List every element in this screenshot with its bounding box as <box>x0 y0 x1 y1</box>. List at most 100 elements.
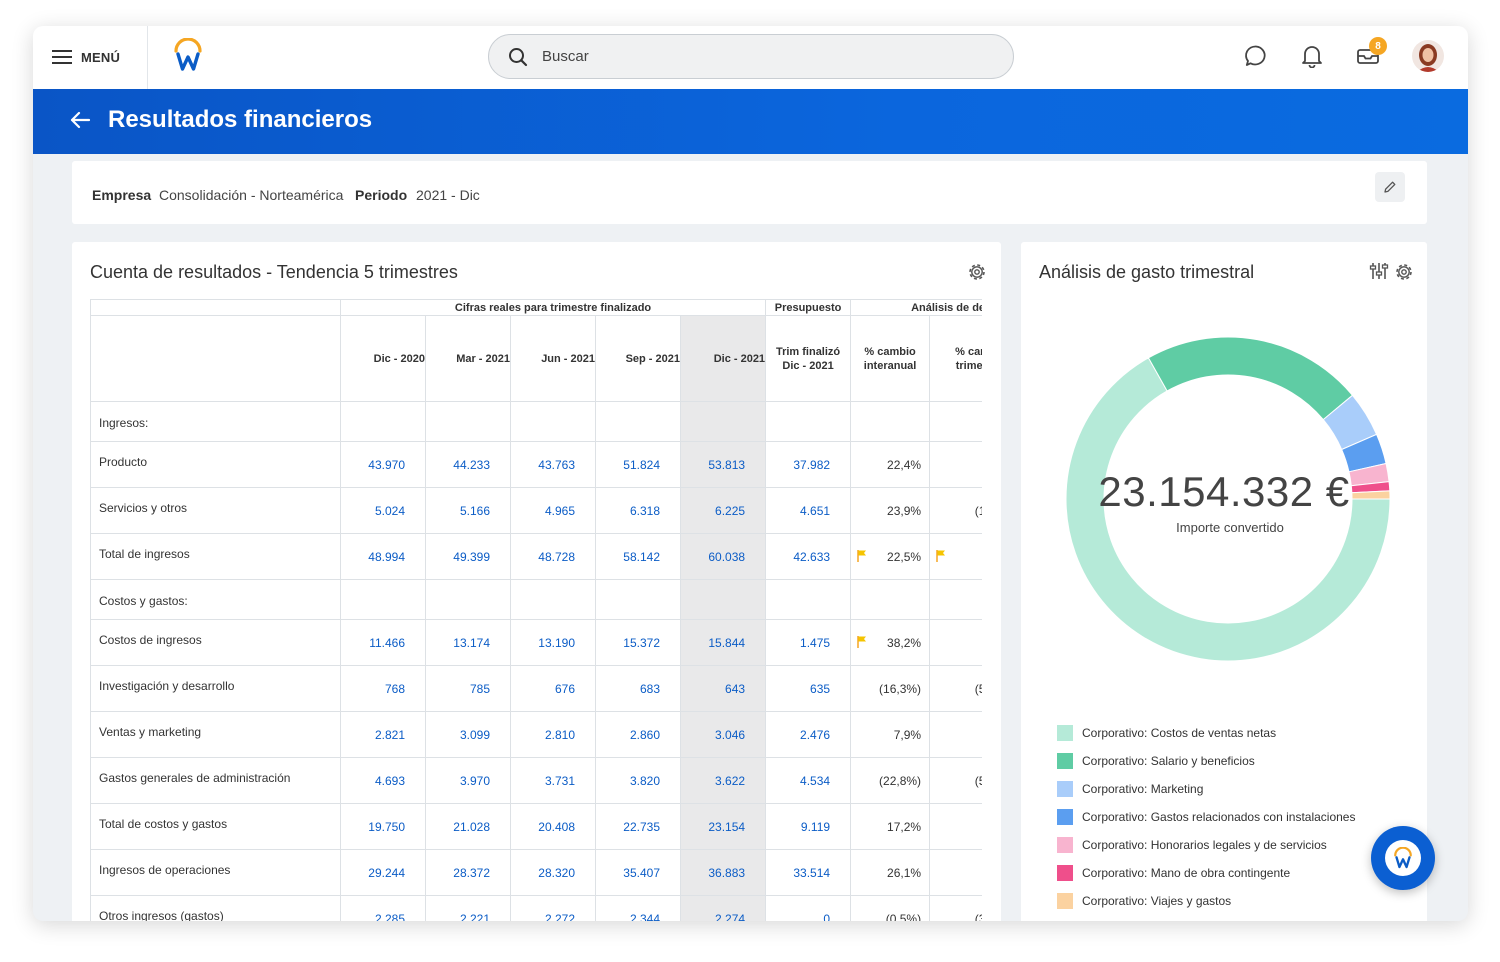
value-link-cell[interactable]: 5.024 <box>340 487 426 534</box>
user-avatar[interactable] <box>1412 40 1444 72</box>
value-link-cell[interactable]: 3.099 <box>425 711 511 758</box>
value-link-cell[interactable]: 676 <box>510 665 596 712</box>
value-link-cell[interactable]: 37.982 <box>765 441 852 488</box>
table-row: Costos de ingresos 11.466 13.174 13.190 15.3… <box>90 619 982 666</box>
value-link-cell[interactable]: 1.475 <box>765 619 852 666</box>
cell-value: 2.860 <box>629 727 660 742</box>
filter-sliders-icon[interactable] <box>1369 261 1389 286</box>
value-link-cell[interactable]: 43.763 <box>510 441 596 488</box>
value-link-cell[interactable]: 33.514 <box>765 849 852 896</box>
value-link-cell[interactable]: 635 <box>765 665 852 712</box>
value-link-cell[interactable]: 2.274 <box>679 895 767 921</box>
value-link-cell[interactable]: 42.633 <box>765 533 852 580</box>
divider <box>147 26 148 89</box>
value-link-cell[interactable]: 4.651 <box>765 487 852 534</box>
value-link-cell[interactable]: 43.970 <box>340 441 426 488</box>
value-link-cell[interactable]: 9.119 <box>765 803 852 850</box>
value-link-cell[interactable]: 48.728 <box>510 533 596 580</box>
back-arrow-icon[interactable] <box>69 109 91 136</box>
legend-item[interactable]: Corporativo: Salario y beneficios <box>1057 747 1427 775</box>
value-link-cell[interactable]: 23.154 <box>679 803 767 850</box>
value-link-cell[interactable]: 13.190 <box>510 619 596 666</box>
percent-cell: 3,1% <box>929 619 982 666</box>
search-input[interactable] <box>540 47 964 66</box>
value-link-cell[interactable]: 13.174 <box>425 619 511 666</box>
value-link-cell <box>425 401 511 442</box>
value-link-cell[interactable]: 2.810 <box>510 711 596 758</box>
value-link-cell <box>510 401 596 442</box>
income-table-scroll[interactable]: Cifras reales para trimestre finalizado … <box>90 299 982 921</box>
value-link-cell[interactable]: 22.735 <box>595 803 681 850</box>
value-link-cell[interactable]: 2.221 <box>425 895 511 922</box>
value-link-cell[interactable]: 11.466 <box>340 619 426 666</box>
row-label-cell: Servicios y otros <box>90 487 341 534</box>
workday-logo[interactable] <box>173 37 203 77</box>
value-link-cell[interactable]: 58.142 <box>595 533 681 580</box>
cell-value: 2.221 <box>459 911 490 922</box>
legend-item[interactable]: Corporativo: Depreciación, Amortización … <box>1057 915 1427 921</box>
donut-slice[interactable] <box>1351 490 1391 500</box>
value-link-cell[interactable]: 5.166 <box>425 487 511 534</box>
value-link-cell[interactable]: 4.965 <box>510 487 596 534</box>
search-bar[interactable] <box>488 34 1014 79</box>
menu-button[interactable]: MENÚ <box>52 46 120 68</box>
chat-icon[interactable] <box>1244 44 1268 73</box>
cell-value: 0 <box>823 911 831 922</box>
value-link-cell[interactable]: 60.038 <box>679 533 767 580</box>
assistant-button[interactable] <box>1371 826 1435 890</box>
legend-item[interactable]: Corporativo: Honorarios legales y de ser… <box>1057 831 1427 859</box>
value-link-cell[interactable]: 28.320 <box>510 849 596 896</box>
cell-value: 6.318 <box>629 503 660 518</box>
value-link-cell[interactable]: 20.408 <box>510 803 596 850</box>
value-link-cell[interactable]: 2.860 <box>595 711 681 758</box>
value-link-cell[interactable]: 48.994 <box>340 533 426 580</box>
cell-value: 48.994 <box>368 549 405 564</box>
value-link-cell[interactable]: 683 <box>595 665 681 712</box>
inbox-icon[interactable] <box>1356 44 1380 71</box>
value-link-cell[interactable]: 3.970 <box>425 757 511 804</box>
value-link-cell[interactable]: 2.272 <box>510 895 596 921</box>
value-link-cell[interactable]: 29.244 <box>340 849 426 896</box>
legend-item[interactable]: Corporativo: Costos de ventas netas <box>1057 719 1427 747</box>
value-link-cell[interactable]: 28.372 <box>425 849 511 896</box>
settings-gear-icon[interactable] <box>967 262 987 287</box>
value-link-cell[interactable]: 15.844 <box>679 619 767 666</box>
value-link-cell[interactable]: 2.476 <box>765 711 852 758</box>
value-link-cell[interactable]: 3.622 <box>679 757 767 804</box>
panel-title: Análisis de gasto trimestral <box>1039 262 1255 282</box>
value-link-cell[interactable]: 643 <box>679 665 767 712</box>
notifications-bell-icon[interactable] <box>1301 44 1323 73</box>
value-link-cell[interactable]: 3.731 <box>510 757 596 804</box>
value-link-cell[interactable]: 51.824 <box>595 441 681 488</box>
donut-slice[interactable] <box>1065 357 1391 662</box>
donut-slice[interactable] <box>1147 336 1354 421</box>
value-link-cell[interactable]: 49.399 <box>425 533 511 580</box>
legend-item[interactable]: Corporativo: Marketing <box>1057 775 1427 803</box>
value-link-cell[interactable]: 2.821 <box>340 711 426 758</box>
value-link-cell[interactable]: 0 <box>765 895 852 922</box>
edit-filters-button[interactable] <box>1375 172 1405 202</box>
legend-item[interactable]: Corporativo: Viajes y gastos <box>1057 887 1427 915</box>
table-row: Ingresos de operaciones 29.244 28.372 28.32… <box>90 849 982 896</box>
value-link-cell[interactable]: 6.318 <box>595 487 681 534</box>
value-link-cell[interactable]: 6.225 <box>679 487 767 534</box>
value-link-cell[interactable]: 15.372 <box>595 619 681 666</box>
value-link-cell[interactable]: 785 <box>425 665 511 712</box>
value-link-cell[interactable]: 21.028 <box>425 803 511 850</box>
value-link-cell[interactable]: 4.693 <box>340 757 426 804</box>
value-link-cell[interactable]: 3.820 <box>595 757 681 804</box>
value-link-cell[interactable]: 3.046 <box>679 711 767 758</box>
percent-cell: (22,8%) <box>850 757 931 804</box>
value-link-cell[interactable]: 2.344 <box>595 895 681 921</box>
value-link-cell[interactable]: 44.233 <box>425 441 511 488</box>
value-link-cell[interactable]: 36.883 <box>679 849 767 896</box>
value-link-cell[interactable]: 768 <box>340 665 426 712</box>
value-link-cell[interactable]: 53.813 <box>679 441 767 488</box>
value-link-cell[interactable]: 2.285 <box>340 895 426 921</box>
settings-gear-icon[interactable] <box>1394 262 1414 287</box>
legend-item[interactable]: Corporativo: Gastos relacionados con ins… <box>1057 803 1427 831</box>
value-link-cell[interactable]: 19.750 <box>340 803 426 850</box>
value-link-cell[interactable]: 35.407 <box>595 849 681 896</box>
value-link-cell[interactable]: 4.534 <box>765 757 852 804</box>
legend-item[interactable]: Corporativo: Mano de obra contingente <box>1057 859 1427 887</box>
